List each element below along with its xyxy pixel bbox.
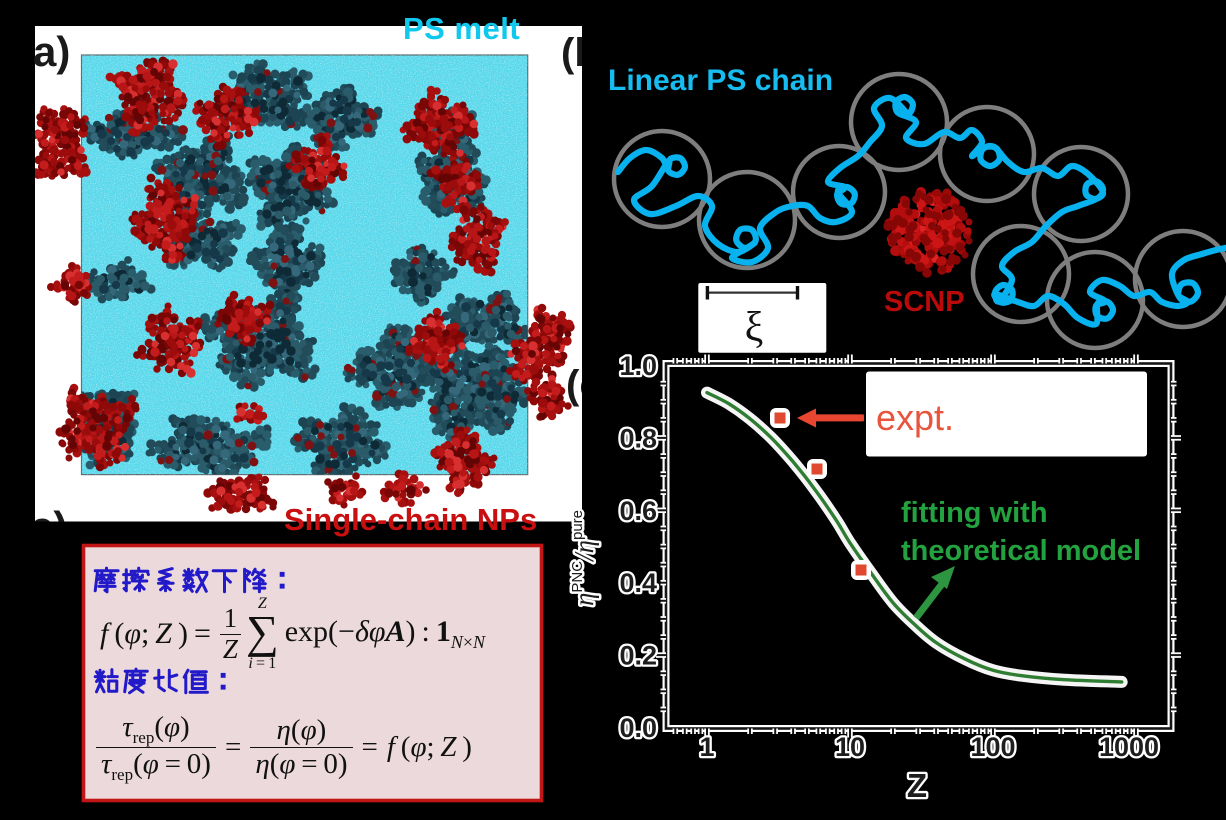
svg-text:fitting with: fitting with	[901, 497, 1048, 529]
svg-text:Z: Z	[907, 767, 927, 804]
svg-text:c): c)	[30, 503, 67, 550]
svg-text:0.4: 0.4	[619, 568, 657, 598]
svg-text:SCNP: SCNP	[884, 286, 965, 318]
svg-text:0.0: 0.0	[619, 713, 657, 743]
svg-text:1.0: 1.0	[619, 351, 657, 381]
svg-text:10: 10	[835, 732, 865, 762]
svg-text:(b: (b	[561, 31, 599, 75]
svg-text:0.6: 0.6	[619, 496, 657, 526]
svg-text:a): a)	[33, 28, 70, 75]
svg-text:PS melt: PS melt	[403, 11, 520, 46]
svg-text:1: 1	[699, 732, 714, 762]
svg-text:1000: 1000	[1099, 732, 1159, 762]
svg-text:Linear PS chain: Linear PS chain	[608, 64, 833, 97]
svg-text:expt.: expt.	[876, 397, 954, 438]
svg-text:theoretical model: theoretical model	[901, 535, 1141, 567]
svg-text:0.8: 0.8	[619, 423, 657, 453]
svg-text:0.2: 0.2	[619, 641, 657, 671]
svg-text:100: 100	[970, 732, 1015, 762]
svg-text:ξ: ξ	[745, 305, 764, 351]
svg-text:Single-chain NPs: Single-chain NPs	[284, 502, 537, 537]
svg-text:(c: (c	[566, 363, 602, 407]
svg-text:ηPNC/ηpure: ηPNC/ηpure	[569, 510, 599, 606]
